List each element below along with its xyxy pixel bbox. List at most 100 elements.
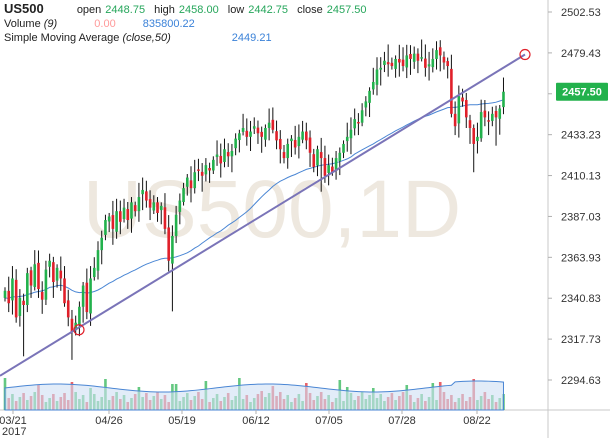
candle-body <box>286 143 290 159</box>
candle-body <box>297 136 301 147</box>
candle-body <box>130 202 133 219</box>
candle-body <box>241 127 245 132</box>
candle-body <box>141 189 144 195</box>
candle-body <box>383 60 386 65</box>
candle-body <box>371 81 375 90</box>
candle-body <box>491 113 494 121</box>
candle-body <box>107 216 111 222</box>
volume-row[interactable]: Volume (9) 0.00 835800.22 <box>4 17 373 31</box>
x-tick-label: 03/21 <box>0 415 27 427</box>
candle-body <box>278 138 282 150</box>
candle-body <box>431 58 435 68</box>
candle-body <box>215 154 219 158</box>
candle-body <box>37 262 40 290</box>
y-tick-label: 2479.43 <box>561 48 601 60</box>
candle-body <box>238 133 241 141</box>
candle-body <box>3 290 7 298</box>
x-tick-label: 07/28 <box>388 415 416 427</box>
candle-body <box>271 119 275 130</box>
candle-body <box>446 61 449 67</box>
candle-body <box>59 270 63 279</box>
candle-body <box>327 165 330 173</box>
sma-label: Simple Moving Average <box>4 32 120 44</box>
candle-body <box>252 126 256 129</box>
candle-body <box>468 120 472 128</box>
candle-body <box>85 282 89 313</box>
candle-body <box>52 262 55 282</box>
candle-body <box>293 140 297 148</box>
candle-body <box>133 205 137 212</box>
low-value: 2442.75 <box>248 4 289 16</box>
low-label: low <box>227 4 245 16</box>
candle-body <box>316 149 319 166</box>
candle-body <box>78 306 81 326</box>
volume-change: 0.00 <box>94 18 116 30</box>
candle-body <box>204 165 208 175</box>
candle-body <box>379 67 383 70</box>
candle-body <box>398 58 401 63</box>
candle-body <box>256 127 260 134</box>
candle-body <box>364 101 368 108</box>
candle-body <box>111 215 115 229</box>
open-value: 2448.75 <box>105 4 146 16</box>
x-tick-label: 04/26 <box>95 415 123 427</box>
candle-body <box>200 171 204 176</box>
candle-body <box>126 209 130 221</box>
candle-body <box>174 214 178 236</box>
candle-body <box>450 68 453 114</box>
candle-body <box>312 154 316 167</box>
candle-body <box>226 152 230 157</box>
candle-body <box>290 138 293 142</box>
candle-body <box>148 199 152 208</box>
candle-body <box>472 127 476 144</box>
candle-body <box>14 279 18 318</box>
candle-body <box>119 211 122 222</box>
candle-body <box>282 152 286 159</box>
candle-body <box>189 180 193 189</box>
candle-body <box>249 131 252 137</box>
candle-body <box>487 120 490 122</box>
candle-body <box>122 207 126 219</box>
candle-body <box>193 172 197 189</box>
sma-row[interactable]: Simple Moving Average (close,50) 2449.21 <box>4 31 373 45</box>
candle-body <box>394 58 397 69</box>
candle-body <box>33 264 37 287</box>
candle-body <box>11 278 14 301</box>
candle-body <box>89 278 92 314</box>
candle-body <box>308 137 312 153</box>
candle-body <box>178 200 182 212</box>
candle-body <box>219 155 223 164</box>
close-label: close <box>297 4 323 16</box>
y-tick-label: 2387.03 <box>561 211 601 223</box>
y-tick-label: 2340.83 <box>561 293 601 305</box>
candle-body <box>7 290 11 304</box>
candle-body <box>401 59 405 67</box>
candle-body <box>412 53 416 62</box>
close-value: 2457.50 <box>326 4 367 16</box>
candle-body <box>457 96 461 124</box>
sma-value: 2449.21 <box>231 32 272 44</box>
candle-body <box>331 166 334 173</box>
candle-body <box>357 121 360 124</box>
candle-body <box>159 205 163 211</box>
candle-body <box>483 110 487 118</box>
candle-body <box>375 69 379 85</box>
candle-body <box>386 62 390 65</box>
candle-body <box>461 97 464 102</box>
candle-body <box>345 136 349 142</box>
trendline-start-marker <box>73 324 85 336</box>
candle-body <box>498 108 502 119</box>
y-tick-label: 2433.23 <box>561 130 601 142</box>
candle-body <box>48 260 51 267</box>
open-label: open <box>76 4 102 16</box>
candle-body <box>479 112 483 139</box>
candle-body <box>230 151 234 157</box>
symbol-label: US500 <box>4 1 44 16</box>
x-tick-label: 07/05 <box>315 415 343 427</box>
candle-body <box>212 159 215 171</box>
trendline-end-marker <box>519 48 531 61</box>
candle-body <box>319 152 323 159</box>
candle-body <box>115 211 118 232</box>
candle-body <box>152 202 156 211</box>
